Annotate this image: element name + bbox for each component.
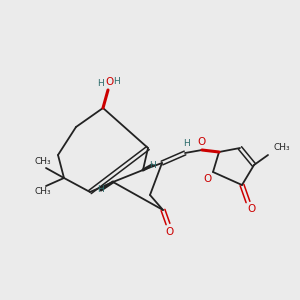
Text: H: H [97, 79, 104, 88]
Text: H: H [114, 76, 120, 85]
Text: CH₃: CH₃ [35, 188, 51, 196]
Text: H: H [98, 185, 104, 194]
Text: O: O [197, 137, 205, 147]
Text: O: O [165, 227, 173, 237]
Text: O: O [105, 77, 113, 87]
Text: O: O [203, 174, 211, 184]
Text: H: H [183, 140, 189, 148]
Text: CH₃: CH₃ [273, 143, 290, 152]
Text: CH₃: CH₃ [35, 158, 51, 166]
Text: O: O [247, 204, 255, 214]
Text: H: H [148, 160, 155, 169]
